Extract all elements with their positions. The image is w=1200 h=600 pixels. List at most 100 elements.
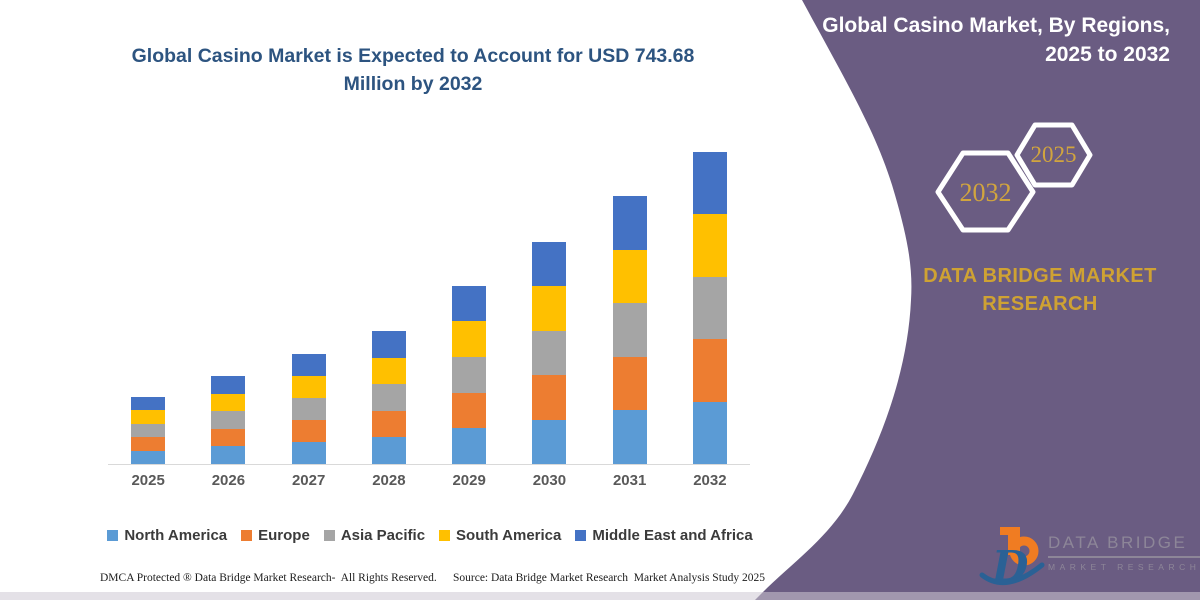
bar-segment-south-america [291,376,326,398]
stacked-bar-2031 [612,196,647,464]
legend-swatch-icon [241,530,253,541]
panel-title: Global Casino Market, By Regions, 2025 t… [740,12,1170,70]
dbmr-logo-icon: D [979,527,1045,591]
bar-segment-asia-pacific [371,384,406,411]
stacked-bar-2028 [371,331,406,464]
bar-segment-asia-pacific [532,330,567,376]
stacked-bar-2026 [211,376,246,464]
chart-title-line2: Million by 2032 [343,73,483,96]
bar-segment-middle-east-and-africa [291,354,326,376]
bar-segment-south-america [452,321,487,357]
bar-segment-south-america [692,214,727,277]
legend-swatch-icon [439,530,451,541]
legend-label: Middle East and Africa [592,527,753,544]
logo-wordmark: DATA BRIDGE [1048,533,1200,558]
bar-column-2030 [509,150,589,464]
bar-segment-north-america [532,419,567,464]
bar-segment-south-america [211,393,246,412]
legend-label: North America [124,527,228,544]
bar-segment-asia-pacific [291,398,326,420]
logo-tagline: MARKET RESEARCH [1048,562,1200,572]
hexagon-2025-icon [1014,122,1093,188]
bar-segment-europe [131,437,166,451]
hexagon-start-year-label: 2025 [1030,142,1077,167]
legend-item-south-america: South America [439,527,561,544]
bottom-strip-divider [0,592,1200,600]
x-axis-label-2026: 2026 [211,472,246,489]
bar-segment-europe [211,428,246,447]
x-axis-label-2028: 2028 [372,472,406,489]
stacked-bar-2029 [452,285,487,464]
bar-segment-asia-pacific [612,303,647,357]
panel-title-line1: Global Casino Market, By Regions, [822,14,1170,37]
brand-name-line2: RESEARCH [982,293,1098,316]
panel-title-line2: 2025 to 2032 [1045,42,1170,66]
bar-segment-europe [532,375,567,420]
chart-title: Global Casino Market is Expected to Acco… [63,42,763,99]
bar-segment-europe [692,339,727,402]
bar-segment-asia-pacific [692,276,727,340]
bar-column-2031 [590,150,670,464]
source-note: Source: Data Bridge Market Research Mark… [453,572,766,584]
bar-segment-north-america [371,437,406,464]
bar-segment-middle-east-and-africa [131,396,166,410]
legend-item-asia-pacific: Asia Pacific [323,527,425,544]
hexagon-end-year-label: 2032 [959,178,1012,207]
stacked-bar-2030 [532,242,567,464]
bar-segment-north-america [291,442,326,464]
legend-swatch-icon [107,530,119,541]
bar-segment-middle-east-and-africa [371,331,406,358]
dbmr-logo-text: DATA BRIDGE MARKET RESEARCH [1048,533,1200,572]
x-axis-label-2031: 2031 [612,472,647,489]
hexagons-icon [935,122,1093,233]
bar-column-2026 [188,150,268,464]
bar-column-2027 [269,150,349,464]
brand-name-text: DATA BRIDGE MARKET RESEARCH [915,262,1165,319]
chart-title-line1: Global Casino Market is Expected to Acco… [131,45,695,67]
bar-segment-north-america [211,446,246,464]
bar-segment-middle-east-and-africa [532,242,567,287]
hexagon-2032-icon [935,150,1036,233]
x-axis-label-2029: 2029 [452,472,486,489]
stacked-bar-2025 [131,396,166,464]
bar-segment-north-america [612,410,647,464]
x-axis-label-2030: 2030 [532,472,567,489]
bar-segment-asia-pacific [452,356,487,393]
chart-plot-area [108,150,750,465]
legend-label: Europe [258,527,310,544]
legend-swatch-icon [323,530,335,541]
bar-column-2025 [108,150,188,464]
brand-name-line1: DATA BRIDGE MARKET [923,265,1157,287]
bar-segment-north-america [692,401,727,464]
bar-segment-south-america [612,249,647,304]
bar-column-2028 [349,150,429,464]
legend-item-europe: Europe [241,527,310,544]
x-axis-labels: 2025 2026 2027 2028 2029 2030 2031 2032 [108,465,750,489]
stacked-bar-2032 [692,152,727,464]
bar-segment-south-america [131,410,166,424]
legend-item-north-america: North America [107,527,227,544]
bar-segment-south-america [532,286,567,331]
bar-segment-middle-east-and-africa [692,152,727,215]
bar-segment-north-america [452,428,487,464]
legend-label: South America [456,527,562,544]
bar-segment-middle-east-and-africa [612,196,647,250]
bar-segment-asia-pacific [211,411,246,429]
dmca-notice: DMCA Protected ® Data Bridge Market Rese… [100,572,437,584]
bar-segment-north-america [131,450,166,464]
chart-legend: North America Europe Asia Pacific South Ame… [90,527,770,544]
bar-segment-south-america [371,357,406,385]
legend-swatch-icon [575,530,587,541]
bar-segment-europe [452,392,487,429]
bar-segment-middle-east-and-africa [211,376,246,394]
bar-segment-europe [612,356,647,411]
bar-column-2029 [429,150,509,464]
bar-column-2032 [670,150,750,464]
bar-segment-europe [371,410,406,438]
x-axis-label-2025: 2025 [131,472,165,489]
legend-item-middle-east-and-africa: Middle East and Africa [575,527,753,544]
stacked-bar-2027 [291,354,326,464]
bar-segment-asia-pacific [131,423,166,437]
bar-segment-middle-east-and-africa [452,285,487,322]
